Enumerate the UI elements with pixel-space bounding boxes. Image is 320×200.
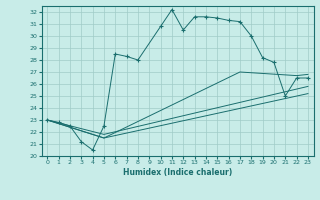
X-axis label: Humidex (Indice chaleur): Humidex (Indice chaleur) (123, 168, 232, 177)
